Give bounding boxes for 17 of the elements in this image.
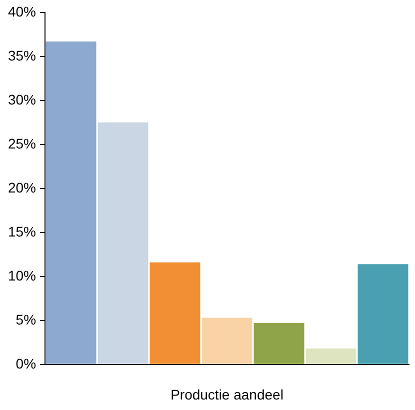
y-tick-label: 35% — [8, 47, 36, 64]
y-tick-label: 0% — [16, 355, 36, 372]
bar — [306, 348, 356, 364]
bar — [46, 41, 96, 364]
bar — [358, 264, 408, 364]
bar — [150, 262, 200, 364]
y-tick-label: 25% — [8, 135, 36, 152]
y-tick-label: 30% — [8, 91, 36, 108]
bar — [202, 318, 252, 364]
y-tick-label: 15% — [8, 223, 36, 240]
y-tick-label: 5% — [16, 311, 36, 328]
bar — [254, 323, 304, 364]
x-axis-title: Productie aandeel — [170, 386, 284, 402]
y-tick-label: 40% — [8, 3, 36, 20]
y-tick-label: 20% — [8, 179, 36, 196]
bar — [98, 122, 148, 364]
y-tick-label: 10% — [8, 267, 36, 284]
